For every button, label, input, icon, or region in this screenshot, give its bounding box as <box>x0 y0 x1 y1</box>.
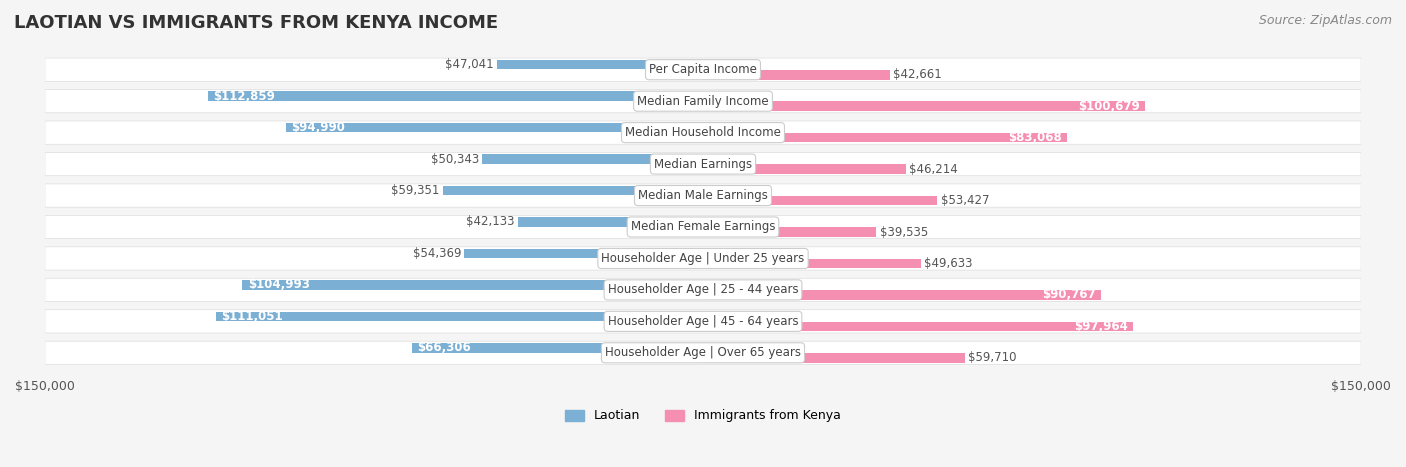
Text: Householder Age | 25 - 44 years: Householder Age | 25 - 44 years <box>607 283 799 297</box>
Bar <box>412 343 703 353</box>
Text: $104,993: $104,993 <box>247 278 309 291</box>
Text: $42,661: $42,661 <box>893 68 942 81</box>
Legend: Laotian, Immigrants from Kenya: Laotian, Immigrants from Kenya <box>560 404 846 427</box>
Text: $50,343: $50,343 <box>430 153 479 165</box>
FancyBboxPatch shape <box>45 152 1361 176</box>
FancyBboxPatch shape <box>45 341 1361 364</box>
Text: Householder Age | Over 65 years: Householder Age | Over 65 years <box>605 347 801 359</box>
Bar <box>703 101 1144 111</box>
Text: $94,990: $94,990 <box>291 121 346 134</box>
Bar <box>703 196 938 205</box>
Text: Householder Age | Under 25 years: Householder Age | Under 25 years <box>602 252 804 265</box>
Text: $59,351: $59,351 <box>391 184 439 197</box>
Text: Median Family Income: Median Family Income <box>637 95 769 108</box>
Text: $54,369: $54,369 <box>413 247 461 260</box>
Text: Per Capita Income: Per Capita Income <box>650 63 756 76</box>
Text: Median Female Earnings: Median Female Earnings <box>631 220 775 234</box>
Text: Median Male Earnings: Median Male Earnings <box>638 189 768 202</box>
FancyBboxPatch shape <box>45 121 1361 144</box>
Text: $59,710: $59,710 <box>969 351 1017 364</box>
FancyBboxPatch shape <box>45 90 1361 113</box>
Text: $90,767: $90,767 <box>1042 289 1095 302</box>
Text: Householder Age | 45 - 64 years: Householder Age | 45 - 64 years <box>607 315 799 328</box>
Text: $47,041: $47,041 <box>444 58 494 71</box>
Bar <box>482 154 703 164</box>
Bar <box>703 259 921 268</box>
FancyBboxPatch shape <box>45 310 1361 333</box>
Bar <box>703 133 1067 142</box>
Bar <box>443 186 703 195</box>
Bar <box>703 227 876 237</box>
Text: Median Earnings: Median Earnings <box>654 157 752 170</box>
FancyBboxPatch shape <box>45 58 1361 81</box>
Bar <box>208 92 703 101</box>
Text: $49,633: $49,633 <box>924 257 973 270</box>
Text: $83,068: $83,068 <box>1008 131 1062 144</box>
Text: $46,214: $46,214 <box>910 163 957 176</box>
Bar <box>215 311 703 321</box>
Text: Source: ZipAtlas.com: Source: ZipAtlas.com <box>1258 14 1392 27</box>
FancyBboxPatch shape <box>45 247 1361 270</box>
Bar <box>703 290 1101 300</box>
Bar <box>496 60 703 70</box>
Bar <box>703 353 965 363</box>
FancyBboxPatch shape <box>45 215 1361 239</box>
Bar <box>464 248 703 258</box>
Bar <box>703 70 890 79</box>
Bar <box>519 217 703 226</box>
Bar <box>242 280 703 290</box>
Text: $53,427: $53,427 <box>941 194 990 207</box>
Text: Median Household Income: Median Household Income <box>626 126 780 139</box>
Text: $39,535: $39,535 <box>880 226 928 239</box>
Text: $97,964: $97,964 <box>1074 320 1128 333</box>
Text: $100,679: $100,679 <box>1077 100 1139 113</box>
Bar <box>703 322 1133 331</box>
FancyBboxPatch shape <box>45 278 1361 302</box>
FancyBboxPatch shape <box>45 184 1361 207</box>
Bar <box>287 123 703 132</box>
Text: $111,051: $111,051 <box>221 310 283 323</box>
Text: LAOTIAN VS IMMIGRANTS FROM KENYA INCOME: LAOTIAN VS IMMIGRANTS FROM KENYA INCOME <box>14 14 498 32</box>
Text: $66,306: $66,306 <box>418 341 471 354</box>
Text: $112,859: $112,859 <box>214 90 276 103</box>
Bar <box>703 164 905 174</box>
Text: $42,133: $42,133 <box>467 215 515 228</box>
